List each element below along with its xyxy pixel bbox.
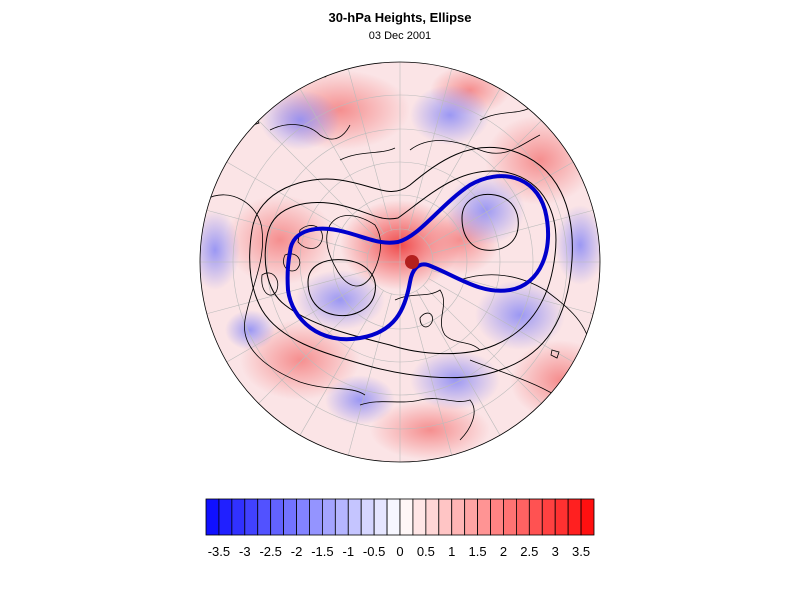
meridian-line — [408, 293, 453, 456]
chart-subtitle: 03 Dec 2001 — [368, 30, 432, 42]
colorbar-box — [412, 498, 427, 536]
meridian-line — [428, 161, 574, 246]
meridian-line — [408, 68, 453, 231]
colorbar-box — [386, 498, 401, 536]
colorbar-tick-label: 0.5 — [417, 544, 435, 559]
colorbar-tick-label: 1.5 — [469, 544, 487, 559]
colorbar-tick-label: -1 — [342, 544, 354, 559]
colorbar-box — [425, 498, 440, 536]
colorbar-tick-label: 3 — [552, 544, 559, 559]
colorbar-tick-label: -3.5 — [208, 544, 230, 559]
colorbar-box — [554, 498, 569, 536]
meridian-line — [423, 285, 542, 404]
meridian-line — [416, 290, 501, 436]
colorbar-box — [373, 498, 388, 536]
colorbar-tick-label: 2.5 — [520, 544, 538, 559]
colorbar-box — [528, 498, 543, 536]
colorbar-tick-label: -2.5 — [259, 544, 281, 559]
meridian-line — [299, 290, 384, 436]
colorbar-box — [360, 498, 375, 536]
colorbar-box — [205, 498, 220, 536]
colorbar-box — [321, 498, 336, 536]
vortex-center-marker — [405, 255, 419, 269]
colorbar-tick-label: -2 — [291, 544, 303, 559]
colorbar-tick-label: -3 — [239, 544, 251, 559]
colorbar-tick-label: 0 — [396, 544, 403, 559]
meridian-line — [299, 88, 384, 234]
colorbar-tick-label: 3.5 — [572, 544, 590, 559]
colorbar-box — [296, 498, 310, 536]
colorbar-box — [283, 498, 297, 536]
colorbar-box — [567, 498, 582, 536]
meridian-line — [347, 293, 392, 456]
colorbar-box — [309, 498, 323, 536]
meridian-line — [258, 285, 377, 404]
colorbar-box — [477, 498, 491, 536]
vortex-ellipse — [285, 174, 551, 342]
colorbar-box — [347, 498, 362, 536]
meridian-line — [347, 68, 392, 231]
colorbar-box — [218, 498, 233, 536]
colorbar-box — [516, 498, 530, 536]
colorbar-box — [334, 498, 349, 536]
colorbar-box — [541, 498, 556, 536]
colorbar-box — [580, 498, 595, 536]
colorbar-tick-label: 2 — [500, 544, 507, 559]
chart-title: 30-hPa Heights, Ellipse — [328, 10, 472, 25]
colorbar-box — [231, 498, 246, 536]
colorbar-box — [244, 498, 259, 536]
colorbar-tick-label: -1.5 — [311, 544, 333, 559]
colorbar-box — [257, 498, 272, 536]
colorbar-box — [451, 498, 466, 536]
colorbar-box — [464, 498, 478, 536]
colorbar-tick-label: 1 — [448, 544, 455, 559]
height-contours — [249, 146, 573, 379]
globe-outline — [199, 61, 601, 463]
colorbar-box — [270, 498, 284, 536]
colorbar-box — [503, 498, 517, 536]
meridian-line — [206, 209, 369, 254]
meridian-line — [416, 88, 501, 234]
colorbar-tick-label: -0.5 — [363, 544, 385, 559]
colorbar-box — [490, 498, 504, 536]
colorbar-box — [438, 498, 453, 536]
colorbar-box — [399, 498, 414, 536]
meridian-line — [428, 278, 574, 363]
meridian-line — [431, 209, 594, 254]
